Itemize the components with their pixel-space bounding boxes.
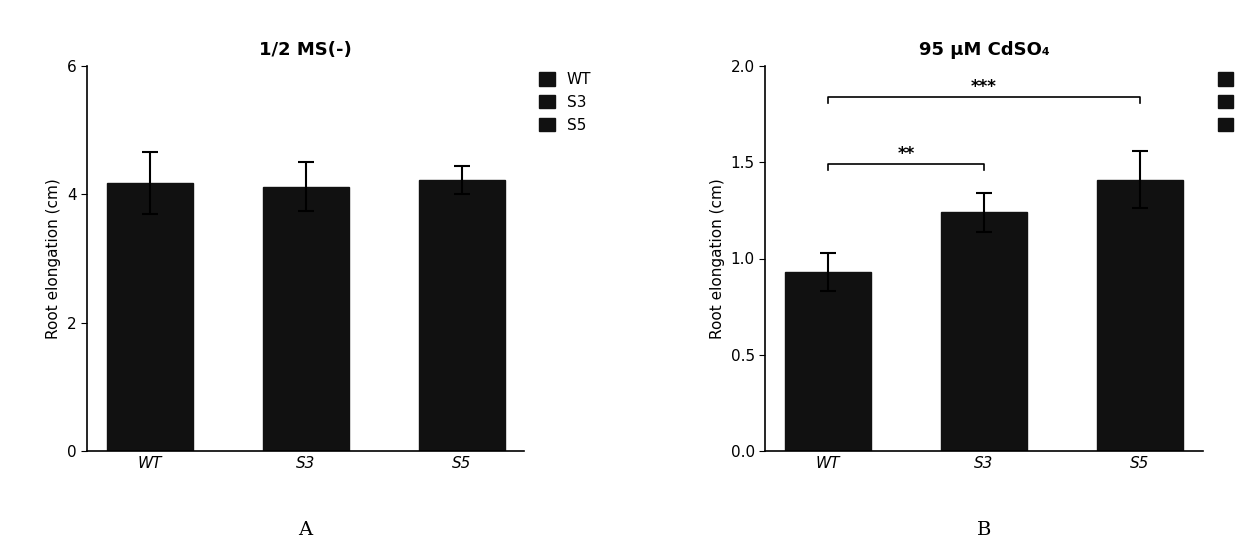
Y-axis label: Root elongation (cm): Root elongation (cm) xyxy=(711,178,725,339)
Title: 95 μM CdSO₄: 95 μM CdSO₄ xyxy=(919,41,1049,59)
Title: 1/2 MS(-): 1/2 MS(-) xyxy=(259,41,352,59)
Bar xyxy=(941,212,1027,451)
Legend: WT, S3, S5: WT, S3, S5 xyxy=(1211,66,1240,139)
Text: A: A xyxy=(299,521,312,539)
Legend: WT, S3, S5: WT, S3, S5 xyxy=(533,66,598,139)
Text: B: B xyxy=(977,521,991,539)
Bar xyxy=(1097,179,1183,451)
Y-axis label: Root elongation (cm): Root elongation (cm) xyxy=(46,178,61,339)
Bar xyxy=(107,183,192,451)
Text: ***: *** xyxy=(971,78,997,96)
Bar xyxy=(263,186,348,451)
Bar xyxy=(419,180,505,451)
Bar xyxy=(785,272,870,451)
Text: **: ** xyxy=(898,145,915,163)
